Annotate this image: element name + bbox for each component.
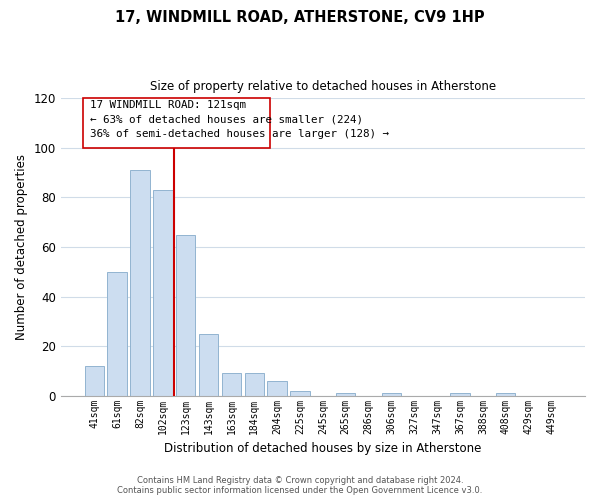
Bar <box>222 374 241 396</box>
Bar <box>153 190 173 396</box>
Bar <box>496 393 515 396</box>
X-axis label: Distribution of detached houses by size in Atherstone: Distribution of detached houses by size … <box>164 442 482 455</box>
Bar <box>245 374 264 396</box>
Bar <box>199 334 218 396</box>
Bar <box>268 381 287 396</box>
Text: 17 WINDMILL ROAD: 121sqm
← 63% of detached houses are smaller (224)
36% of semi-: 17 WINDMILL ROAD: 121sqm ← 63% of detach… <box>90 100 389 139</box>
Title: Size of property relative to detached houses in Atherstone: Size of property relative to detached ho… <box>150 80 496 93</box>
Bar <box>176 234 196 396</box>
Bar <box>451 393 470 396</box>
Bar <box>107 272 127 396</box>
Text: Contains HM Land Registry data © Crown copyright and database right 2024.
Contai: Contains HM Land Registry data © Crown c… <box>118 476 482 495</box>
Bar <box>85 366 104 396</box>
Bar <box>83 98 271 148</box>
Y-axis label: Number of detached properties: Number of detached properties <box>15 154 28 340</box>
Bar <box>382 393 401 396</box>
Bar <box>130 170 150 396</box>
Bar <box>290 390 310 396</box>
Bar <box>336 393 355 396</box>
Text: 17, WINDMILL ROAD, ATHERSTONE, CV9 1HP: 17, WINDMILL ROAD, ATHERSTONE, CV9 1HP <box>115 10 485 25</box>
